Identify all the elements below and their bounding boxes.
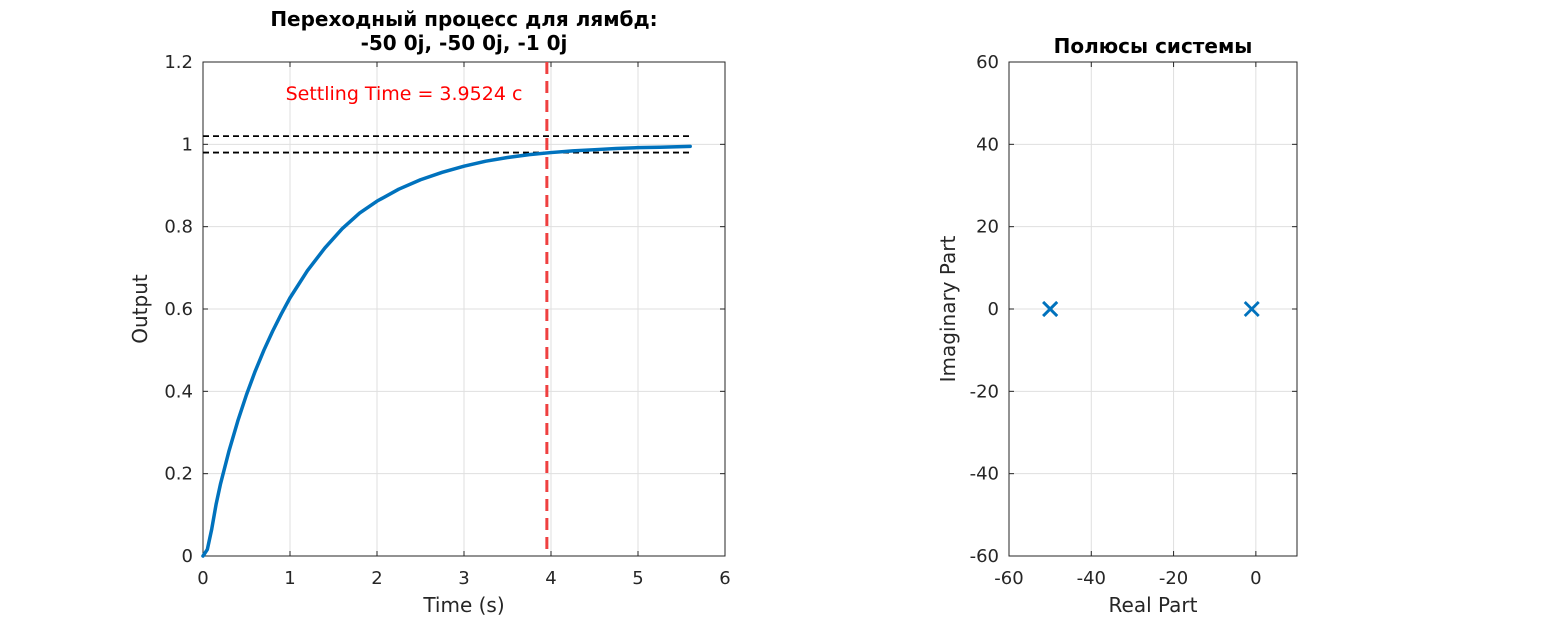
poles-x-axis-label: Real Part [1109,593,1198,617]
poles-y-tick-label: 0 [988,299,999,320]
step-y-tick-label: 0.4 [164,381,193,402]
step-x-axis-label: Time (s) [422,593,504,617]
poles-y-tick-label: 60 [976,52,999,73]
step-y-tick-label: 0 [182,546,193,567]
poles-y-tick-label: -40 [970,464,999,485]
pole-marker [1042,301,1059,317]
poles-x-tick-label: -40 [1077,568,1106,589]
step-y-axis-label: Output [128,274,152,344]
pole-marker [1243,301,1260,317]
poles-y-tick-label: 40 [976,134,999,155]
poles-y-tick-label: 20 [976,217,999,238]
poles-y-tick-label: -60 [970,546,999,567]
poles-x-tick-label: 0 [1250,568,1261,589]
step-y-tick-label: 0.8 [164,217,193,238]
poles-x-tick-label: -20 [1159,568,1188,589]
step-y-tick-label: 1.2 [164,52,193,73]
step-x-tick-label: 2 [371,568,382,589]
step-response-chart: Переходный процесс для лямбд: -50 0j, -5… [128,7,731,617]
poles-y-tick-label: -20 [970,381,999,402]
step-x-tick-label: 3 [458,568,469,589]
step-x-tick-label: 6 [719,568,730,589]
step-chart-subtitle: -50 0j, -50 0j, -1 0j [361,31,568,55]
settling-time-annotation: Settling Time = 3.9524 с [286,83,523,105]
step-chart-title: Переходный процесс для лямбд: [270,7,657,31]
step-x-tick-label: 0 [197,568,208,589]
step-x-tick-label: 1 [284,568,295,589]
poles-chart-title: Полюсы системы [1054,34,1253,58]
poles-chart: Полюсы системы -60 -40 -20 0 -60 -40 -20 0 20 40 6… [936,34,1298,617]
step-y-tick-label: 1 [182,134,193,155]
step-y-tick-label: 0.2 [164,464,193,485]
poles-y-axis-label: Imaginary Part [936,235,960,382]
step-x-tick-label: 4 [545,568,556,589]
poles-x-tick-label: -60 [994,568,1023,589]
step-x-tick-label: 5 [632,568,643,589]
step-response-line [201,144,692,558]
step-y-tick-label: 0.6 [164,299,193,320]
